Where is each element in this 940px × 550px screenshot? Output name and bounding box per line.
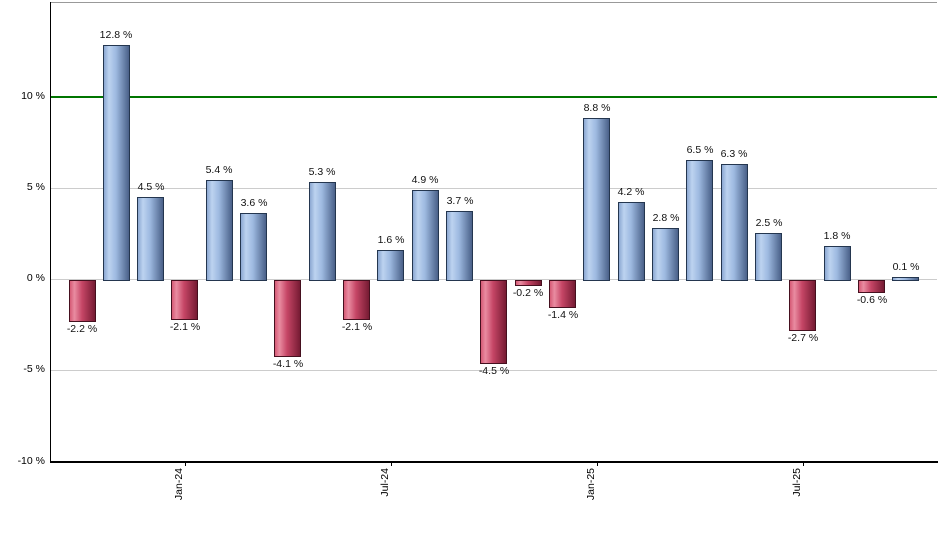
x-tick — [391, 462, 392, 466]
bar-value-label: 4.9 % — [411, 174, 439, 186]
bar-value-label: -4.1 % — [272, 358, 304, 370]
bar-Apr-25 — [686, 160, 713, 281]
bar-value-label: 5.3 % — [308, 166, 336, 178]
bar-value-label: 4.2 % — [617, 186, 645, 198]
bar-Jan-24 — [171, 280, 198, 320]
bar-May-25 — [721, 164, 748, 281]
bar-Aug-25 — [824, 246, 851, 281]
bar-value-label: 6.5 % — [686, 144, 714, 156]
bar-Jun-25 — [755, 233, 782, 281]
bar-Dec-23 — [137, 197, 164, 281]
bar-Oct-25 — [892, 277, 919, 281]
bar-value-label: 2.8 % — [652, 212, 680, 224]
bar-Feb-24 — [206, 180, 233, 281]
bar-value-label: -2.7 % — [787, 332, 819, 344]
bar-value-label: 8.8 % — [583, 102, 611, 114]
bar-Jun-24 — [343, 280, 370, 320]
bar-May-24 — [309, 182, 336, 281]
bar-value-label: 6.3 % — [720, 148, 748, 160]
gridline — [51, 370, 937, 371]
target-reference-line — [51, 96, 937, 98]
bar-Jan-25 — [583, 118, 610, 281]
bar-Jul-25 — [789, 280, 816, 331]
bar-value-label: -1.4 % — [547, 309, 579, 321]
bar-Aug-24 — [412, 190, 439, 281]
x-tick — [803, 462, 804, 466]
x-tick-label: Jan-25 — [585, 468, 597, 501]
y-tick-label: 0 % — [26, 272, 45, 284]
bar-value-label: 1.8 % — [823, 230, 851, 242]
bar-value-label: 1.6 % — [377, 234, 405, 246]
x-tick — [185, 462, 186, 466]
bar-Sep-25 — [858, 280, 885, 293]
bar-value-label: 4.5 % — [137, 181, 165, 193]
y-axis-line — [50, 2, 51, 462]
bar-Sep-24 — [446, 211, 473, 281]
bar-Mar-24 — [240, 213, 267, 281]
plot-top-border — [51, 2, 937, 3]
bar-Feb-25 — [618, 202, 645, 281]
bar-value-label: -2.2 % — [66, 323, 98, 335]
y-tick-label: -5 % — [23, 363, 45, 375]
bar-value-label: -4.5 % — [478, 365, 510, 377]
y-tick-label: -10 % — [17, 455, 45, 467]
bar-value-label: 3.7 % — [446, 195, 474, 207]
x-tick-label: Jan-24 — [173, 468, 185, 501]
bar-value-label: -0.2 % — [512, 287, 544, 299]
bar-Oct-24 — [480, 280, 507, 364]
bar-value-label: 3.6 % — [240, 197, 268, 209]
x-tick — [597, 462, 598, 466]
bar-Apr-24 — [274, 280, 301, 357]
bar-value-label: 5.4 % — [205, 164, 233, 176]
gridline — [51, 188, 937, 189]
bar-Mar-25 — [652, 228, 679, 281]
x-tick-label: Jul-24 — [379, 468, 391, 497]
y-tick-label: 10 % — [21, 90, 45, 102]
bar-Oct-23 — [69, 280, 96, 322]
bar-value-label: 2.5 % — [755, 217, 783, 229]
bar-value-label: 12.8 % — [99, 29, 133, 41]
bar-value-label: -2.1 % — [169, 321, 201, 333]
bar-Nov-24 — [515, 280, 542, 286]
gridline — [51, 279, 937, 280]
bar-value-label: -0.6 % — [856, 294, 888, 306]
x-axis-line — [50, 461, 938, 463]
bar-value-label: -2.1 % — [341, 321, 373, 333]
bar-Jul-24 — [377, 250, 404, 281]
bar-Nov-23 — [103, 45, 130, 281]
x-tick-label: Jul-25 — [791, 468, 803, 497]
bar-Dec-24 — [549, 280, 576, 308]
bar-value-label: 0.1 % — [892, 261, 920, 273]
y-tick-label: 5 % — [26, 181, 45, 193]
